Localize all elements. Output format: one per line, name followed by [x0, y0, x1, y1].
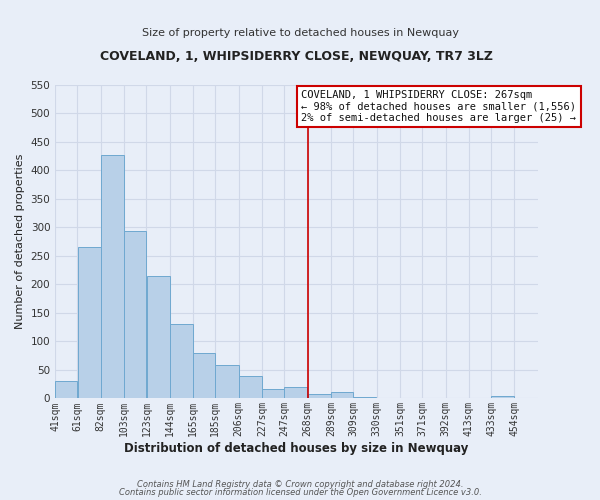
Bar — [239, 376, 262, 398]
Text: Contains public sector information licensed under the Open Government Licence v3: Contains public sector information licen… — [119, 488, 481, 497]
X-axis label: Distribution of detached houses by size in Newquay: Distribution of detached houses by size … — [124, 442, 469, 455]
Bar — [146, 276, 170, 398]
Text: Contains HM Land Registry data © Crown copyright and database right 2024.: Contains HM Land Registry data © Crown c… — [137, 480, 463, 489]
Bar — [308, 394, 331, 398]
Bar — [170, 324, 193, 398]
Bar — [491, 396, 514, 398]
Bar — [77, 248, 101, 398]
Bar — [193, 354, 215, 399]
Bar — [55, 382, 77, 398]
Title: COVELAND, 1, WHIPSIDERRY CLOSE, NEWQUAY, TR7 3LZ: COVELAND, 1, WHIPSIDERRY CLOSE, NEWQUAY,… — [100, 50, 493, 63]
Bar — [101, 154, 124, 398]
Bar — [215, 365, 239, 398]
Text: Size of property relative to detached houses in Newquay: Size of property relative to detached ho… — [142, 28, 458, 38]
Bar — [331, 392, 353, 398]
Bar — [284, 387, 307, 398]
Y-axis label: Number of detached properties: Number of detached properties — [15, 154, 25, 330]
Bar — [124, 232, 146, 398]
Bar — [262, 390, 284, 398]
Text: COVELAND, 1 WHIPSIDERRY CLOSE: 267sqm
← 98% of detached houses are smaller (1,55: COVELAND, 1 WHIPSIDERRY CLOSE: 267sqm ← … — [301, 90, 577, 123]
